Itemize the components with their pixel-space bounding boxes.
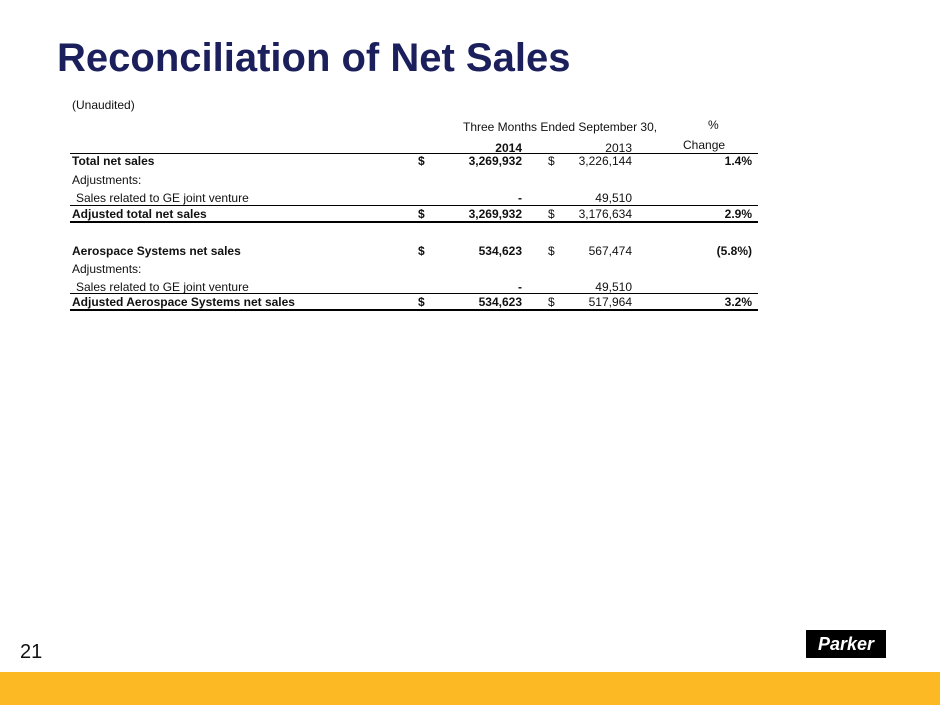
currency: $	[418, 244, 425, 258]
value-2013: 567,474	[588, 244, 632, 258]
rule	[70, 205, 758, 206]
page-number: 21	[20, 641, 43, 663]
value-2013: 49,510	[595, 191, 632, 205]
row-label: Adjusted Aerospace Systems net sales	[72, 295, 295, 309]
rule	[70, 153, 758, 154]
value-2014: -	[518, 280, 522, 294]
row-label: Aerospace Systems net sales	[72, 244, 241, 258]
row-label: Adjustments:	[72, 173, 142, 187]
value-2013: 3,176,634	[578, 207, 632, 221]
logo: Parker	[806, 630, 886, 658]
column-header: %	[708, 118, 719, 132]
footer-bar	[0, 672, 940, 705]
value-2013: 49,510	[595, 280, 632, 294]
currency: $	[548, 207, 555, 221]
pct-change: 3.2%	[724, 295, 752, 309]
rule	[70, 309, 758, 311]
rule	[70, 221, 758, 223]
currency: $	[418, 154, 425, 168]
pct-change: (5.8%)	[716, 244, 752, 258]
rule	[70, 293, 758, 294]
note: (Unaudited)	[72, 98, 135, 112]
column-header: Three Months Ended September 30,	[463, 120, 658, 134]
row-label: Sales related to GE joint venture	[76, 191, 249, 205]
currency: $	[418, 295, 425, 309]
value-2013: 517,964	[588, 295, 632, 309]
currency: $	[548, 154, 555, 168]
value-2014: -	[518, 191, 522, 205]
row-label: Adjusted total net sales	[72, 207, 207, 221]
value-2014: 534,623	[478, 244, 522, 258]
row-label: Sales related to GE joint venture	[76, 280, 249, 294]
currency: $	[548, 295, 555, 309]
row-label: Total net sales	[72, 154, 155, 168]
row-label: Adjustments:	[72, 262, 142, 276]
column-header: 2013	[605, 141, 632, 155]
column-header: Change	[683, 138, 726, 152]
slide-title: Reconciliation of Net Sales	[57, 36, 571, 80]
currency: $	[548, 244, 555, 258]
value-2014: 3,269,932	[468, 154, 522, 168]
pct-change: 2.9%	[724, 207, 752, 221]
value-2014: 534,623	[478, 295, 522, 309]
value-2014: 3,269,932	[468, 207, 522, 221]
currency: $	[418, 207, 425, 221]
column-header: 2014	[495, 141, 522, 155]
value-2013: 3,226,144	[578, 154, 632, 168]
pct-change: 1.4%	[724, 154, 752, 168]
